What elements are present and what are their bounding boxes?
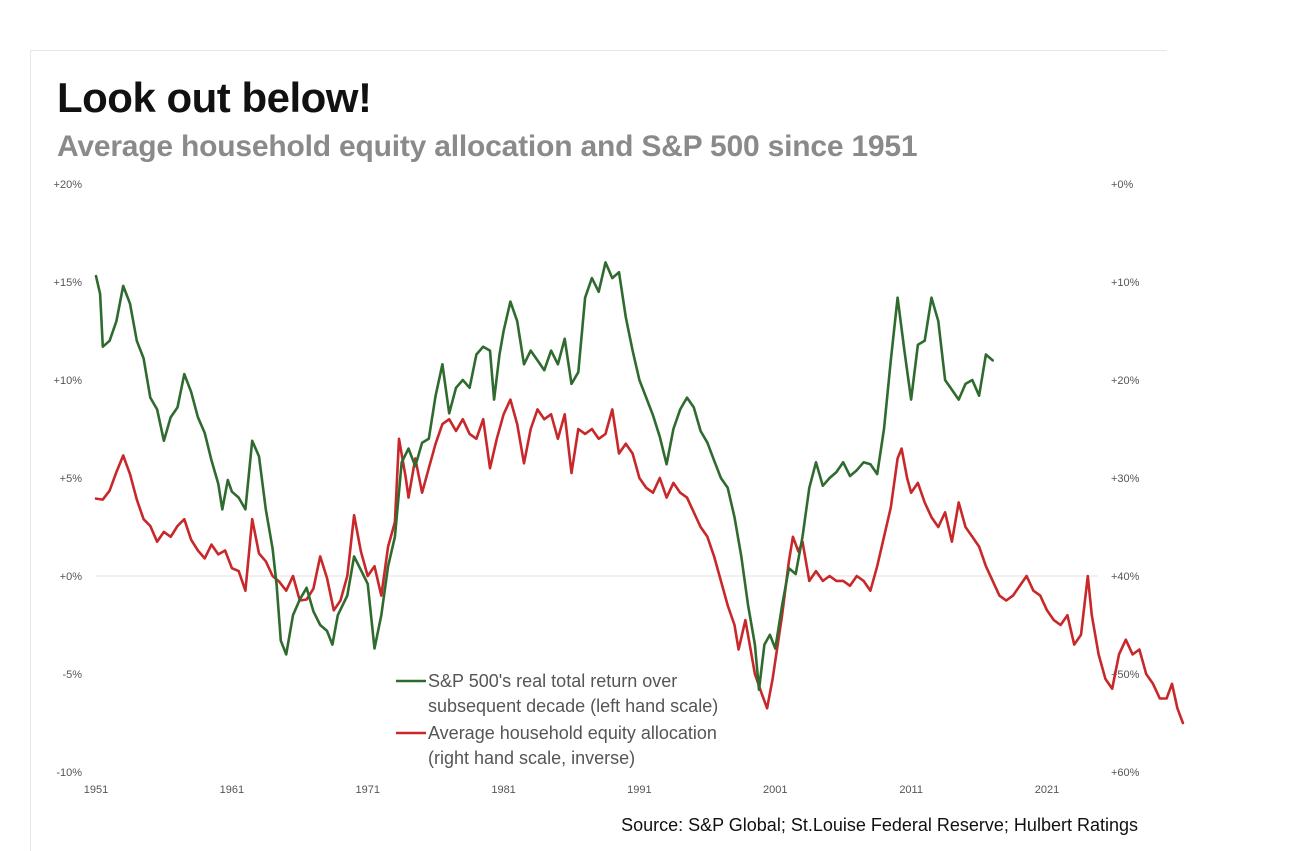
series-line-equity-allocation [94, 398, 1185, 725]
legend-label: S&P 500's real total return over [428, 671, 677, 691]
right-tick-label: +20% [1111, 375, 1140, 387]
left-tick-label: +5% [60, 473, 83, 485]
right-axis: +0% +10% +20% +30% +40% +50% +60% [1111, 179, 1140, 779]
x-axis: 1951 1961 1971 1981 1991 2001 2011 2021 [84, 784, 1059, 796]
legend: S&P 500's real total return over subseque… [396, 671, 718, 768]
x-tick-label: 1981 [491, 784, 515, 796]
series-lines [94, 261, 1185, 725]
x-tick-label: 1961 [220, 784, 244, 796]
legend-label: (right hand scale, inverse) [428, 748, 635, 768]
x-tick-label: 1991 [627, 784, 651, 796]
chart-card [30, 50, 1167, 851]
source-note: Source: S&P Global; St.Louise Federal Re… [621, 815, 1138, 835]
left-axis: +20% +15% +10% +5% +0% -5% -10% [54, 179, 83, 779]
x-tick-label: 2021 [1035, 784, 1059, 796]
series-line-sp500-return [94, 261, 994, 691]
left-tick-label: +20% [54, 179, 83, 191]
right-tick-label: +30% [1111, 473, 1140, 485]
legend-label: Average household equity allocation [428, 723, 717, 743]
chart-title: Look out below! [57, 74, 372, 121]
x-tick-label: 1971 [355, 784, 379, 796]
right-tick-label: +40% [1111, 571, 1140, 583]
legend-label: subsequent decade (left hand scale) [428, 696, 718, 716]
right-tick-label: +50% [1111, 669, 1140, 681]
left-tick-label: -5% [62, 669, 82, 681]
left-tick-label: +10% [54, 375, 83, 387]
right-tick-label: +10% [1111, 277, 1140, 289]
right-tick-label: +0% [1111, 179, 1134, 191]
left-tick-label: -10% [56, 767, 82, 779]
left-tick-label: +15% [54, 277, 83, 289]
right-tick-label: +60% [1111, 767, 1140, 779]
x-tick-label: 2001 [763, 784, 787, 796]
chart-subtitle: Average household equity allocation and … [57, 130, 918, 163]
x-tick-label: 1951 [84, 784, 108, 796]
x-tick-label: 2011 [899, 784, 923, 796]
left-tick-label: +0% [60, 571, 83, 583]
